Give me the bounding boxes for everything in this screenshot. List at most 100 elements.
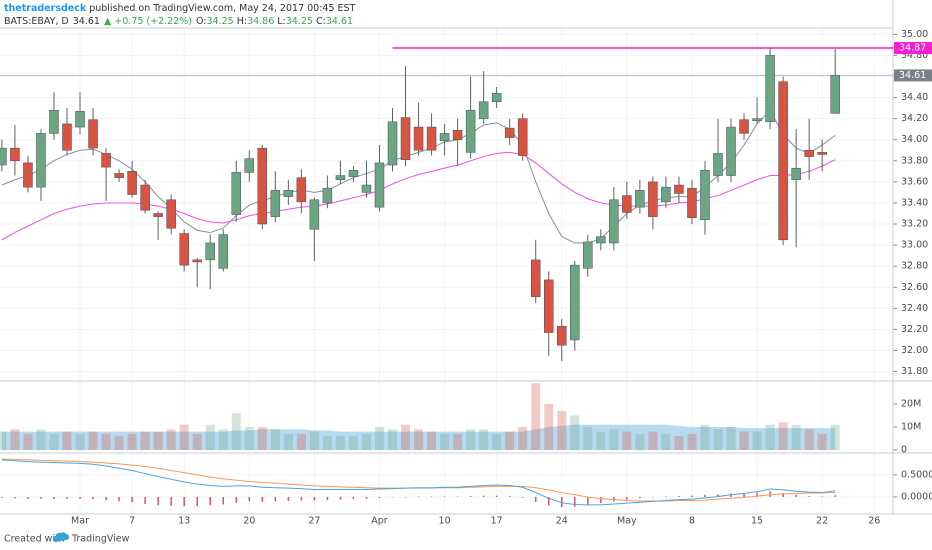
- candle-body: [400, 117, 411, 160]
- candle-body: [36, 133, 46, 188]
- candle-body: [426, 126, 437, 151]
- macd-histogram-bar: [183, 496, 185, 507]
- macd-histogram-bar: [769, 491, 771, 497]
- volume-bar: [309, 431, 319, 450]
- candle-body: [140, 184, 150, 211]
- macd-histogram-bar: [391, 496, 394, 498]
- candle-body: [127, 171, 137, 195]
- macd-histogram-bar: [743, 493, 745, 497]
- macd-histogram-bar: [834, 495, 836, 497]
- y-tick-label: 32.00: [901, 345, 928, 356]
- macd-histogram-bar: [14, 496, 16, 499]
- candle-body: [596, 236, 606, 244]
- volume-bar: [661, 433, 671, 450]
- hline-label-box: [894, 42, 932, 55]
- volume-bar: [179, 424, 189, 450]
- x-tick-label: Mar: [71, 516, 89, 527]
- y-tick-label: 32.80: [901, 261, 928, 272]
- volume-bar: [0, 431, 7, 450]
- macd-histogram-bar: [808, 496, 810, 497]
- macd-histogram-bar: [521, 496, 524, 498]
- volume-bar: [427, 431, 437, 450]
- volume-bar: [596, 431, 606, 450]
- y-tick-label: 10M: [901, 422, 921, 433]
- candle-body: [0, 147, 7, 166]
- x-tick-label: 13: [178, 516, 190, 527]
- last-price: 34.61: [73, 16, 100, 27]
- candle-body: [687, 187, 697, 218]
- y-tick-label: 32.40: [901, 303, 928, 314]
- volume-bar: [244, 427, 254, 450]
- macd-histogram-bar: [495, 495, 498, 497]
- y-tick-label: 34.80: [901, 50, 928, 61]
- volume-bar: [479, 429, 489, 450]
- volume-bar: [23, 433, 33, 450]
- macd-histogram-bar: [313, 496, 316, 501]
- candle-body: [23, 162, 33, 188]
- y-tick-label: 34.00: [901, 134, 928, 145]
- macd-histogram-bar: [27, 496, 29, 499]
- volume-bar: [700, 424, 710, 450]
- x-tick-label: 10: [439, 516, 451, 527]
- macd-histogram-bar: [235, 496, 238, 503]
- candle-body: [674, 184, 684, 194]
- y-tick-label: 32.20: [901, 324, 928, 335]
- volume-bar: [544, 404, 554, 450]
- y-tick-label: 33.60: [901, 176, 928, 187]
- open-value: 34.25: [207, 16, 234, 27]
- volume-bar: [140, 431, 150, 450]
- macd-histogram-bar: [157, 496, 159, 506]
- macd-histogram-bar: [626, 496, 628, 500]
- candle-body: [491, 93, 502, 103]
- created-with: Created with: [4, 534, 65, 545]
- candle-body: [504, 127, 515, 138]
- y-tick-label: 33.80: [901, 155, 928, 166]
- candle-body: [465, 109, 476, 153]
- close-value: 34.61: [326, 16, 353, 27]
- macd-histogram-bar: [678, 496, 680, 497]
- author[interactable]: thetradersdeck: [4, 3, 87, 14]
- volume-bar: [830, 424, 840, 450]
- x-tick-label: 24: [556, 516, 568, 527]
- candle-body: [335, 175, 346, 181]
- macd-histogram-bar: [92, 496, 94, 500]
- candle-body: [114, 173, 124, 178]
- volume-bar: [62, 431, 72, 450]
- volume-bar: [674, 436, 684, 450]
- candle-body: [700, 170, 710, 221]
- macd-histogram-bar: [587, 496, 589, 505]
- macd-histogram-bar: [756, 492, 758, 497]
- candle-body: [478, 101, 489, 119]
- volume-bar: [570, 415, 580, 450]
- macd-histogram-bar: [691, 495, 693, 497]
- y-tick-label: 34.40: [901, 92, 928, 103]
- volume-bar: [414, 429, 424, 450]
- y-tick-label: 20M: [901, 399, 921, 410]
- x-tick-label: 20: [243, 516, 255, 527]
- candle-body: [348, 170, 359, 177]
- volume-bar: [296, 433, 306, 450]
- volume-bar: [583, 427, 593, 450]
- volume-bar: [440, 433, 450, 450]
- macd-histogram-bar: [704, 494, 706, 497]
- macd-histogram-bar: [652, 496, 654, 498]
- x-tick-label: May: [617, 516, 637, 527]
- volume-bar: [531, 383, 541, 450]
- macd-histogram-bar: [1, 496, 3, 498]
- volume-bar: [622, 431, 632, 450]
- volume-bar: [609, 429, 619, 450]
- candle-body: [530, 259, 541, 297]
- tradingview-logo[interactable]: TradingView: [53, 532, 130, 545]
- y-tick-label: 34.20: [901, 113, 928, 124]
- volume-bar: [453, 433, 463, 450]
- macd-histogram-bar: [222, 496, 224, 505]
- x-tick-label: 27: [308, 516, 320, 527]
- volume-bar: [804, 429, 814, 450]
- volume-bar: [739, 431, 749, 450]
- candle-body: [283, 190, 294, 197]
- volume-bar: [348, 436, 358, 450]
- volume-bar: [765, 424, 775, 450]
- volume-bar: [518, 427, 528, 450]
- candle-body: [322, 187, 333, 204]
